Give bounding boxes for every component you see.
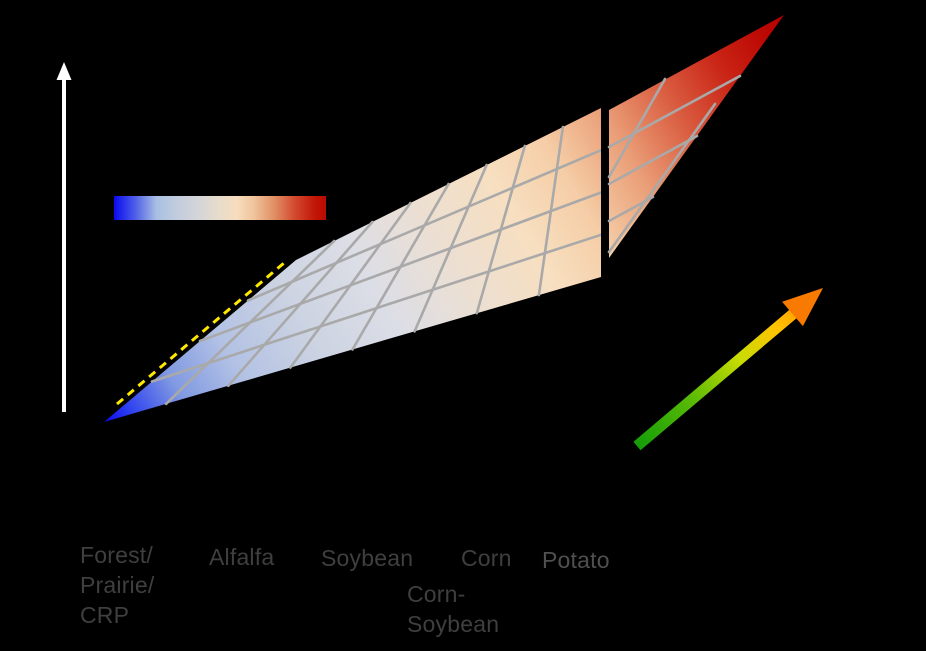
label-soybean: Soybean xyxy=(321,545,414,571)
y-axis-arrowhead-icon xyxy=(56,62,72,80)
surface-main-panel xyxy=(104,108,601,422)
gradient-arrow-shaft xyxy=(633,309,797,451)
gradient-arrowhead-icon xyxy=(782,288,823,327)
surface-plot xyxy=(104,15,784,422)
intensity-gradient-arrow xyxy=(633,288,823,451)
label-corn: Corn xyxy=(461,545,512,571)
y-axis-arrow xyxy=(56,62,72,412)
label-potato: Potato xyxy=(542,547,610,573)
surface-mesh xyxy=(150,74,742,406)
label-forest-prairie-crp: Forest/ Prairie/ CRP xyxy=(80,542,155,628)
colorbar-legend xyxy=(114,196,326,220)
surface-left-edge-dash xyxy=(116,261,285,406)
label-corn-soybean: Corn- Soybean xyxy=(407,581,500,637)
label-alfalfa: Alfalfa xyxy=(209,544,275,570)
